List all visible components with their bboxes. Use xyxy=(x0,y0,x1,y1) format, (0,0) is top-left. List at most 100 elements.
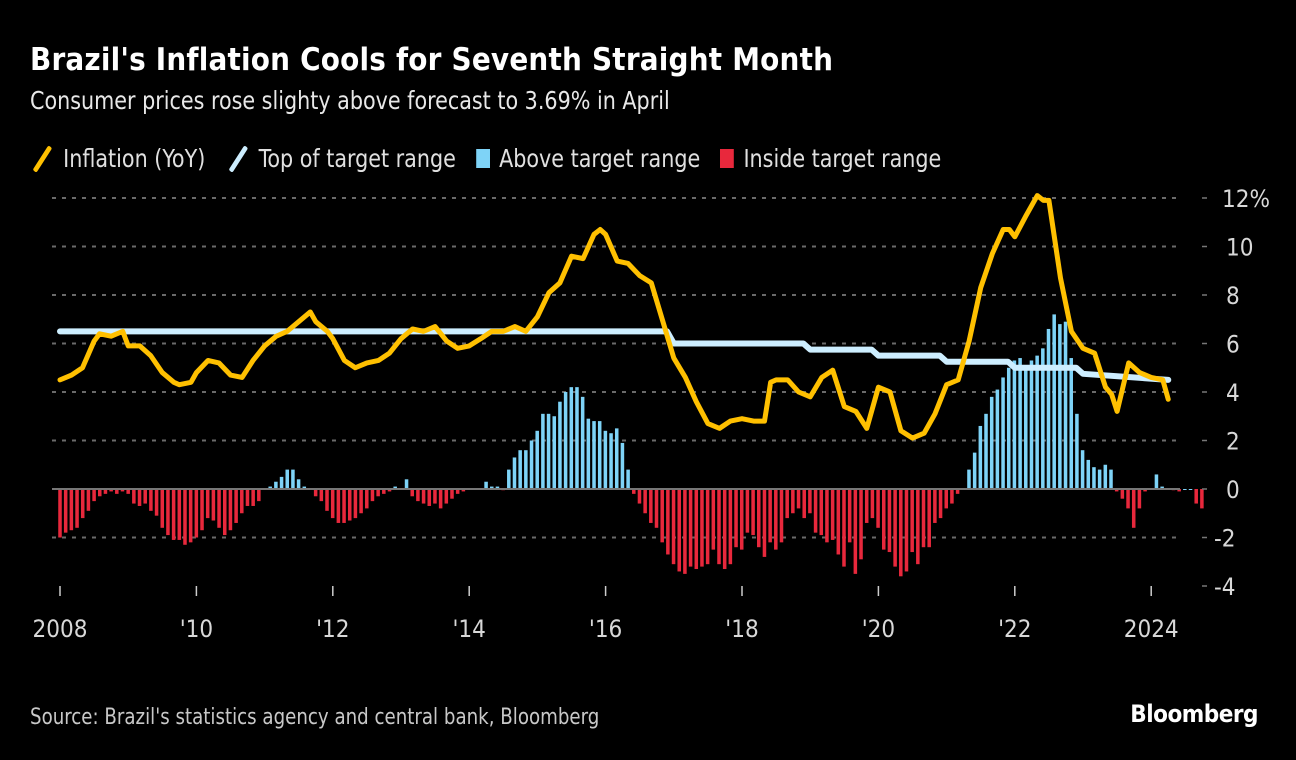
bar xyxy=(1086,459,1091,489)
y-tick-label: 12% xyxy=(1222,185,1270,213)
x-tick-label: '10 xyxy=(180,615,213,643)
bar xyxy=(1052,314,1056,489)
bar xyxy=(319,489,324,502)
bar xyxy=(495,486,500,489)
bar xyxy=(1143,489,1147,492)
bar xyxy=(1029,360,1034,489)
bar xyxy=(881,489,886,550)
bar xyxy=(1114,489,1119,492)
bar-series xyxy=(58,314,1204,577)
bar xyxy=(774,489,778,550)
chart-subtitle: Consumer prices rose slighty above forec… xyxy=(30,86,670,115)
bar xyxy=(1092,467,1096,489)
bar xyxy=(240,489,244,514)
bar xyxy=(154,489,159,516)
bar xyxy=(63,489,68,533)
bar xyxy=(580,396,585,489)
bar xyxy=(870,489,875,519)
bar xyxy=(166,489,170,536)
legend-item-target-top[interactable]: Top of target range xyxy=(226,142,456,174)
bar xyxy=(257,489,261,502)
bar xyxy=(671,489,676,565)
bar xyxy=(279,476,284,489)
target-top-line xyxy=(57,328,1172,383)
bar xyxy=(649,489,653,523)
bar xyxy=(183,489,187,545)
x-axis: 2008 '10 '12 '14 '16 '18 '20 '22 2024 xyxy=(33,586,1179,643)
bar xyxy=(995,389,1000,489)
bar xyxy=(211,489,216,521)
bar xyxy=(876,489,880,528)
bar xyxy=(251,489,255,506)
bar xyxy=(143,489,147,504)
bar xyxy=(461,489,466,492)
x-tick-label: '16 xyxy=(589,615,622,643)
bar xyxy=(1188,489,1193,490)
bar xyxy=(972,452,977,489)
bar xyxy=(921,489,926,548)
bar xyxy=(1018,358,1022,489)
bar xyxy=(1126,489,1130,509)
bar xyxy=(1154,474,1159,489)
bar xyxy=(336,489,341,523)
bar xyxy=(944,489,949,509)
bar xyxy=(802,489,806,519)
bar xyxy=(177,489,182,540)
bar xyxy=(916,489,920,565)
bar xyxy=(1177,489,1181,492)
bar xyxy=(660,489,664,543)
legend-item-above-target[interactable]: Above target range xyxy=(476,144,700,173)
bar xyxy=(614,428,619,489)
box-swatch-icon xyxy=(720,148,735,168)
bar xyxy=(978,425,983,489)
bar xyxy=(228,489,233,531)
y-tick-label: -2 xyxy=(1214,525,1236,553)
bar xyxy=(1058,324,1062,489)
bar xyxy=(825,489,829,543)
line-series xyxy=(57,193,1172,441)
bar xyxy=(393,486,397,489)
bar xyxy=(1103,464,1108,489)
x-tick-label: '14 xyxy=(452,615,485,643)
y-tick-label: 8 xyxy=(1226,282,1240,310)
bar xyxy=(365,489,369,509)
bar xyxy=(887,489,892,553)
bar xyxy=(109,489,113,492)
bar xyxy=(592,421,596,489)
bar xyxy=(120,489,125,492)
bar xyxy=(808,489,812,514)
bar xyxy=(450,489,454,499)
bar xyxy=(529,440,534,489)
bar xyxy=(677,489,681,572)
legend-label: Top of target range xyxy=(258,143,456,173)
legend-item-inside-target[interactable]: Inside target range xyxy=(720,144,941,173)
x-tick-label: 2008 xyxy=(33,615,88,643)
bar xyxy=(1120,489,1125,499)
bar xyxy=(910,489,914,553)
bar xyxy=(927,489,931,548)
bar xyxy=(1046,328,1051,489)
bar xyxy=(603,430,608,489)
bar xyxy=(722,489,727,570)
x-tick-label: 2024 xyxy=(1124,615,1179,643)
bar xyxy=(359,489,363,514)
bar xyxy=(666,489,670,555)
bar xyxy=(933,489,937,523)
bar xyxy=(507,469,511,489)
bar xyxy=(1024,370,1028,489)
x-tick-label: '20 xyxy=(862,615,895,643)
legend-label: Inflation (YoY) xyxy=(63,143,206,173)
bar xyxy=(830,489,835,540)
bar xyxy=(813,489,818,533)
bar xyxy=(222,489,227,536)
bar xyxy=(268,486,272,489)
bar xyxy=(313,489,318,497)
bar xyxy=(524,450,528,489)
legend-item-inflation[interactable]: Inflation (YoY) xyxy=(30,142,205,174)
bar xyxy=(694,489,699,570)
bar xyxy=(58,489,62,538)
bar xyxy=(296,479,301,489)
bar xyxy=(234,489,238,523)
bar xyxy=(421,489,426,504)
